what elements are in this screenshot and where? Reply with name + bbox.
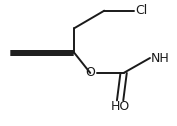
Text: HO: HO	[110, 100, 130, 113]
Text: NH: NH	[151, 52, 170, 65]
Text: Cl: Cl	[135, 4, 147, 17]
Text: O: O	[85, 67, 95, 80]
